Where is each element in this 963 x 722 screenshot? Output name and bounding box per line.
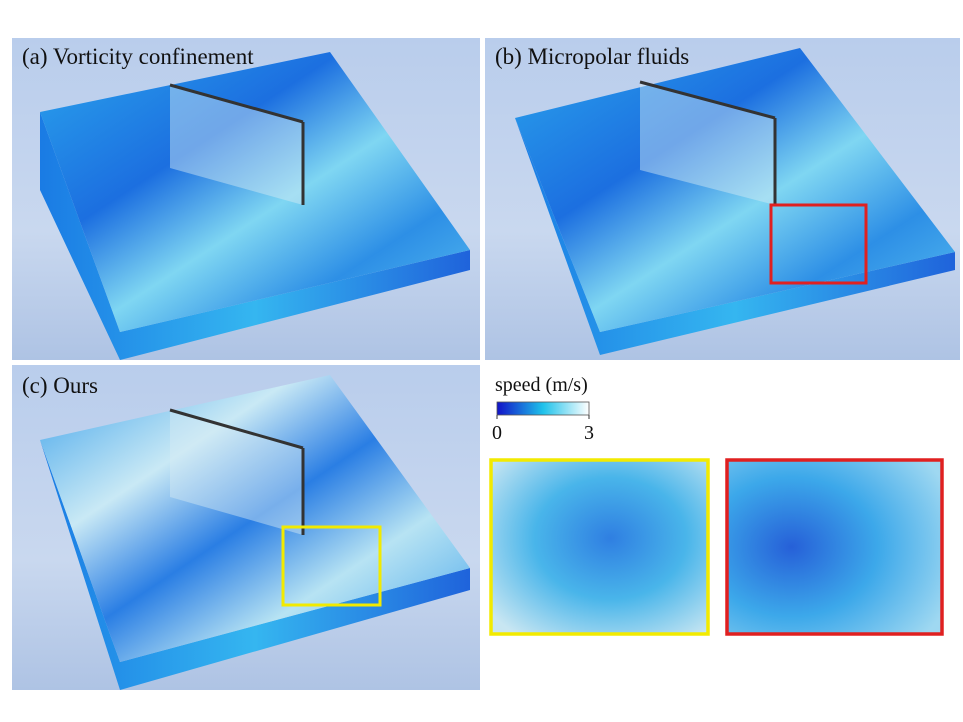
panel-label: (a) Vorticity confinement [22, 44, 254, 69]
panel-b: (b) Micropolar fluids [485, 38, 960, 360]
panel-c: (c) Ours [12, 365, 480, 690]
colorbar: speed (m/s) 0 3 [492, 374, 594, 444]
inset-micropolar [725, 458, 944, 636]
glass-edge [169, 83, 304, 124]
slab-top [40, 52, 470, 332]
panel-label: (c) Ours [22, 373, 98, 398]
glass [640, 82, 775, 205]
panel-a: (a) Vorticity confinement [12, 38, 480, 360]
colorbar-title: speed (m/s) [495, 374, 588, 396]
panel-label: (b) Micropolar fluids [495, 44, 689, 69]
glass [170, 410, 303, 535]
glass [170, 85, 303, 205]
colorbar-tick-label: 3 [584, 422, 594, 444]
slab-side [40, 112, 470, 360]
inset-ours [489, 458, 710, 636]
slab-top [40, 375, 470, 662]
zoom-box [281, 525, 382, 607]
slab-top [515, 48, 955, 332]
colorbar-gradient [496, 401, 590, 416]
slab-side [515, 118, 955, 355]
colorbar-tick-label: 0 [492, 422, 502, 444]
slab-side [40, 440, 470, 690]
glass-edge [169, 408, 304, 450]
glass-edge [639, 80, 776, 120]
zoom-box [769, 203, 868, 285]
